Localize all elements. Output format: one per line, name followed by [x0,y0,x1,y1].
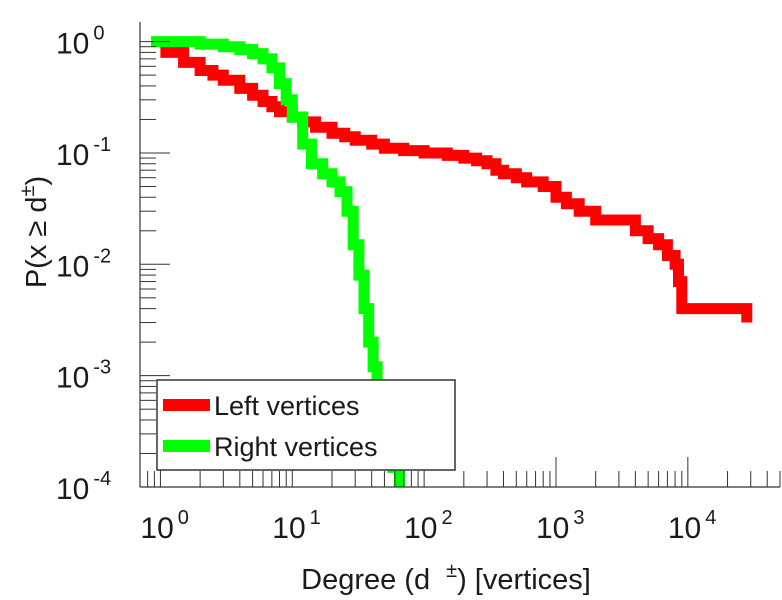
legend-label-left: Left vertices [214,391,360,421]
y-axis-label-tail: ) [21,176,53,186]
x-tick-exponent: 1 [310,507,321,529]
x-tick-base: 10 [668,512,701,545]
x-tick-base: 10 [404,512,437,545]
y-tick-base: 10 [56,250,89,283]
x-tick-exponent: 2 [442,507,453,529]
axes-layer: 10 0 10 1 10 2 10 3 10 410 010 -110 -210 -310 -4 [56,22,781,545]
x-tick-label: 10 0 [140,507,189,545]
y-tick-exponent: 0 [93,23,104,45]
y-axis-label-base: P(x ≥ d [21,196,53,288]
y-tick-label: 10 -1 [56,134,111,172]
y-tick-label: 10 -2 [56,245,111,283]
x-axis-label-sup: ± [446,560,457,582]
x-axis-label-base: Degree (d [301,564,430,596]
x-tick-exponent: 3 [573,507,584,529]
x-tick-label: 10 1 [272,507,321,545]
y-tick-exponent: -3 [93,357,111,379]
y-tick-exponent: -1 [93,134,111,156]
x-tick-base: 10 [272,512,305,545]
y-tick-base: 10 [56,28,89,61]
y-tick-base: 10 [56,139,89,172]
x-tick-base: 10 [140,512,173,545]
x-tick-label: 10 4 [668,507,717,545]
y-tick-label: 10 0 [56,23,105,61]
legend-box [156,379,456,471]
x-tick-label: 10 3 [536,507,585,545]
y-tick-label: 10 -3 [56,357,111,395]
legend: Left vertices Right vertices [156,379,456,471]
legend-label-right: Right vertices [214,432,378,462]
series-line-left-vertices [160,46,753,323]
x-tick-label: 10 2 [404,507,453,545]
y-tick-exponent: -4 [93,468,111,490]
x-tick-exponent: 4 [705,507,716,529]
x-tick-base: 10 [536,512,569,545]
x-tick-exponent: 0 [178,507,189,529]
y-tick-exponent: -2 [93,245,111,267]
x-axis-label-tail: ) [vertices] [457,564,591,596]
y-tick-base: 10 [56,362,89,395]
y-tick-label: 10 -4 [56,468,111,506]
y-axis-label: P(x ≥ d±) [17,176,53,288]
y-tick-base: 10 [56,473,89,506]
y-axis-label-sup: ± [17,185,39,196]
x-axis-label: Degree (d ±) [vertices] [301,560,591,596]
